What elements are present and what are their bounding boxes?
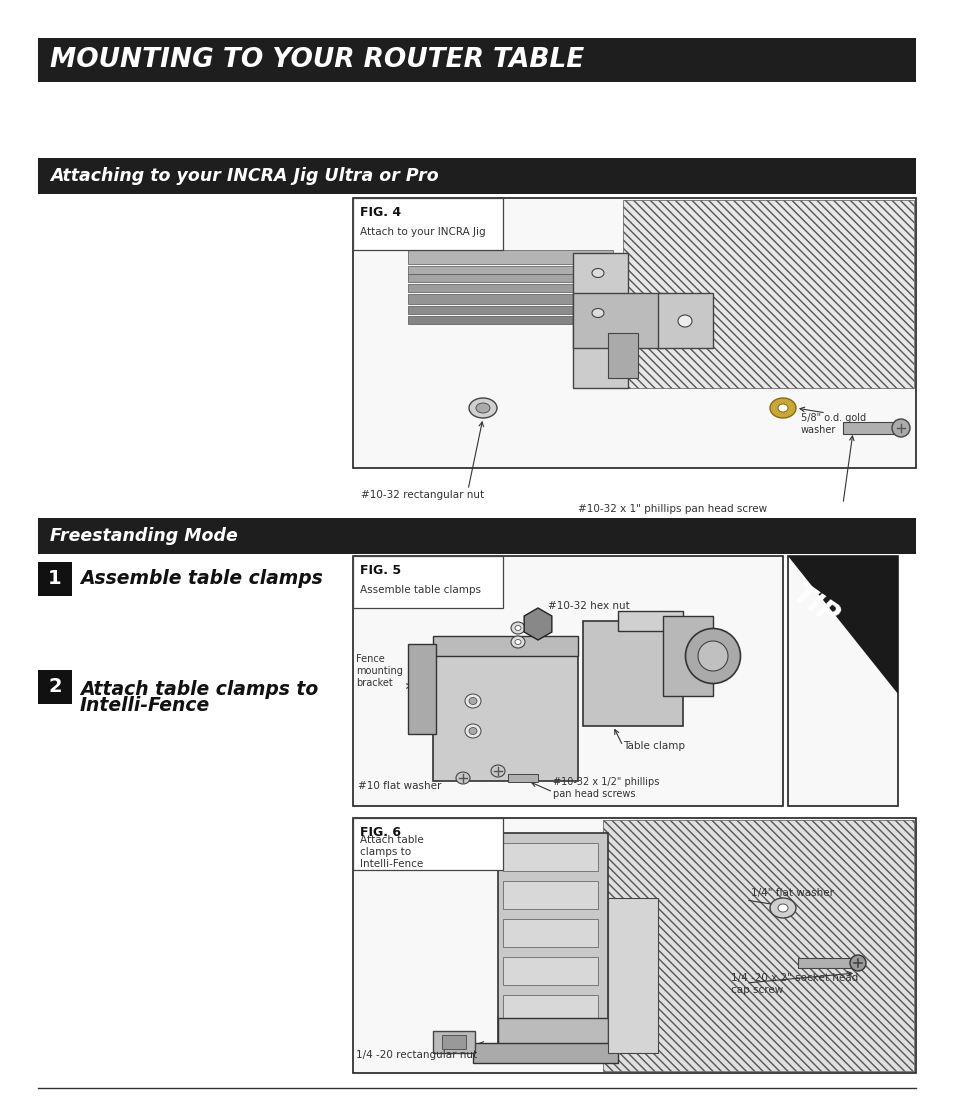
Ellipse shape [469,697,476,705]
Ellipse shape [678,315,691,327]
Ellipse shape [769,898,795,918]
Bar [787,556,897,806]
Text: FIG. 6: FIG. 6 [359,826,400,838]
Text: Attach to your INCRA Jig: Attach to your INCRA Jig [359,228,485,238]
Polygon shape [787,556,897,694]
Text: Assemble table clamps: Assemble table clamps [359,585,480,595]
Ellipse shape [469,398,497,418]
Bar [502,957,598,985]
Ellipse shape [511,636,524,648]
Ellipse shape [469,727,476,735]
Bar [38,562,71,596]
Bar [473,1043,618,1063]
Bar [408,274,613,282]
Bar [353,198,915,468]
Bar [502,842,598,871]
Bar [353,818,915,1073]
Bar [38,518,915,554]
Ellipse shape [511,622,524,634]
Text: FIG. 5: FIG. 5 [359,564,400,576]
Text: Fence
mounting
bracket: Fence mounting bracket [355,655,402,687]
Bar [607,333,638,379]
Bar [662,616,712,696]
Text: MOUNTING TO YOUR ROUTER TABLE: MOUNTING TO YOUR ROUTER TABLE [50,47,583,73]
Ellipse shape [778,904,787,912]
Bar [408,294,613,304]
Bar [497,832,607,1058]
Text: 1/4" flat washer: 1/4" flat washer [750,888,833,898]
Text: Intelli-Fence: Intelli-Fence [80,696,210,715]
Bar [408,316,613,324]
Bar [353,818,502,870]
Ellipse shape [464,724,480,738]
Bar [38,670,71,704]
Text: 1/4 -20 x 2" socket head
cap screw: 1/4 -20 x 2" socket head cap screw [730,973,858,995]
Polygon shape [602,820,913,1071]
Bar [433,636,578,656]
Ellipse shape [464,694,480,708]
Bar [507,774,537,783]
Ellipse shape [769,398,795,418]
Text: Attach table
clamps to
Intelli-Fence: Attach table clamps to Intelli-Fence [359,836,423,869]
Text: #10-32 x 1/2" phillips
pan head screws: #10-32 x 1/2" phillips pan head screws [553,777,659,799]
Bar [433,1031,475,1053]
Text: Assemble table clamps: Assemble table clamps [80,569,322,588]
Bar [38,158,915,194]
Ellipse shape [891,418,909,437]
Bar [502,919,598,947]
Text: Table clamp: Table clamp [622,741,684,751]
Bar [797,958,852,968]
Ellipse shape [476,403,490,413]
Bar [433,650,578,781]
Text: Attaching to your INCRA Jig Ultra or Pro: Attaching to your INCRA Jig Ultra or Pro [50,166,438,185]
Bar [502,881,598,909]
Ellipse shape [456,771,470,784]
Text: TIP: TIP [787,581,843,632]
Text: 2: 2 [49,677,62,696]
Bar [573,293,662,349]
Polygon shape [523,608,551,640]
Text: Attach table clamps to: Attach table clamps to [80,680,318,699]
Ellipse shape [849,955,865,971]
Ellipse shape [592,309,603,317]
Ellipse shape [515,626,520,630]
Bar [353,198,502,250]
Ellipse shape [515,639,520,645]
Text: 1/4 -20 rectangular nut: 1/4 -20 rectangular nut [355,1050,476,1060]
Text: #10 flat washer: #10 flat washer [357,781,441,791]
Bar [408,284,613,292]
Text: FIG. 4: FIG. 4 [359,205,400,219]
Bar [658,293,712,349]
Text: 1: 1 [49,569,62,588]
Ellipse shape [491,765,504,777]
Text: #10-32 hex nut: #10-32 hex nut [547,601,629,610]
Text: #10-32 x 1" phillips pan head screw: #10-32 x 1" phillips pan head screw [578,504,766,514]
Text: 5/8" o.d. gold
washer: 5/8" o.d. gold washer [801,413,865,435]
Bar [842,422,894,434]
Bar [353,556,782,806]
Bar [497,1018,607,1058]
Polygon shape [622,200,913,388]
Bar [38,38,915,82]
Bar [502,995,598,1023]
Bar [441,1035,465,1049]
Bar [582,620,682,726]
Bar [573,253,627,388]
Bar [408,306,613,314]
Ellipse shape [698,640,727,672]
Ellipse shape [778,404,787,412]
Bar [408,266,613,274]
Bar [607,898,658,1053]
Text: #10-32 rectangular nut: #10-32 rectangular nut [360,490,483,500]
Ellipse shape [685,628,740,684]
Bar [353,556,502,608]
Bar [408,644,436,734]
Ellipse shape [592,269,603,278]
Text: Freestanding Mode: Freestanding Mode [50,527,237,545]
Bar [618,610,682,630]
Bar [408,250,613,264]
